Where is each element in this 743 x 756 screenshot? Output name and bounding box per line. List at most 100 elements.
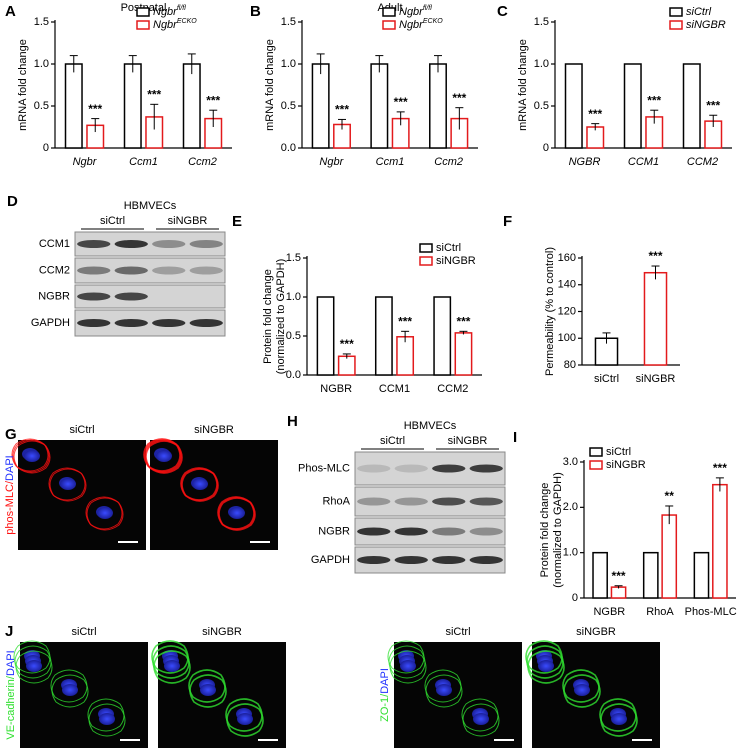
legend-name: siNGBR (606, 459, 646, 471)
bar (316, 296, 335, 376)
blot-band (114, 240, 148, 248)
image-label: siNGBR (194, 424, 234, 436)
legend-name: siNGBR (436, 255, 476, 267)
y-tick-label: 0.5 (534, 100, 549, 112)
blot-band (357, 527, 391, 536)
y-axis-label: Permeability (% to control) (544, 247, 556, 376)
cell-outline (425, 674, 463, 708)
y-tick-label: 0.5 (34, 100, 49, 112)
panel-letter: D (7, 193, 18, 210)
image-y-label: VE-cadherin/DAPI (5, 650, 17, 739)
cell-outline (12, 439, 50, 473)
x-tick-label: CCM2 (687, 156, 718, 168)
bar (311, 63, 330, 149)
cell-outline (15, 650, 53, 684)
blot-row-label: Phos-MLC (298, 462, 350, 474)
blot-band (394, 527, 428, 536)
y-tick-label: 0.5 (286, 330, 301, 342)
group-label: siCtrl (380, 435, 405, 447)
legend-swatch (382, 7, 396, 17)
counterstain-label: DAPI (379, 668, 391, 694)
nucleus (538, 660, 554, 672)
bar (610, 586, 627, 599)
image-label: siNGBR (576, 626, 616, 638)
panel-letter: F (503, 213, 512, 230)
blot-band (189, 319, 223, 327)
bar (429, 63, 447, 149)
x-tick-label: Ccm2 (188, 156, 217, 168)
y-tick-label: 1.0 (534, 58, 549, 70)
x-tick-label: NGBR (593, 606, 625, 618)
nucleus (237, 713, 253, 725)
y-tick-label: 2.0 (563, 501, 578, 513)
y-tick-label: 1.5 (34, 16, 49, 28)
significance-label: *** (452, 91, 466, 105)
x-tick-label: Phos-MLC (685, 606, 737, 618)
cell-outline (563, 674, 601, 708)
blot-strip (74, 284, 226, 309)
legend-label: siCtrl (606, 446, 631, 458)
legend-sup: ECKO (423, 18, 443, 25)
panel-letter: B (250, 3, 261, 20)
blot-band (152, 266, 186, 275)
bar (454, 332, 473, 376)
significance-label: *** (398, 314, 412, 328)
image-label: siCtrl (69, 424, 94, 436)
legend-name: Ngbr (399, 19, 424, 31)
cell-outline (13, 440, 51, 474)
x-tick-label: CCM2 (437, 383, 468, 395)
legend-label: Ngbrfl/fl (399, 5, 432, 18)
blot-band (394, 464, 428, 473)
blot-band (114, 266, 148, 275)
y-tick-label: 1.0 (34, 58, 49, 70)
bar (643, 271, 668, 366)
legend-name: siCtrl (606, 446, 631, 458)
bar (623, 63, 642, 149)
legend-label: Ngbrfl/fl (153, 5, 186, 18)
bar (661, 514, 678, 599)
y-tick-label: 1.5 (286, 252, 301, 264)
nucleus (99, 713, 115, 725)
y-axis-label: mRNA fold change (264, 39, 276, 131)
panel-letter: A (5, 3, 16, 20)
bar (592, 551, 608, 599)
y-tick-label: 0 (543, 142, 549, 154)
blot-title: HBMVECs (404, 420, 457, 432)
blot-band (469, 527, 503, 536)
cell-outline (11, 438, 49, 472)
nucleus (60, 478, 76, 490)
blot-band (357, 464, 391, 473)
cell-outline (600, 703, 638, 737)
blot-band (189, 266, 223, 275)
bar (374, 296, 393, 376)
legend-name: Ngbr (153, 19, 178, 31)
y-tick-label: 1.5 (534, 16, 549, 28)
cell-outline (88, 703, 126, 737)
bar (64, 63, 83, 149)
legend-label: siCtrl (436, 242, 461, 254)
legend-name: siCtrl (686, 6, 712, 18)
bar (337, 355, 356, 376)
legend-swatch (419, 243, 433, 253)
blot-band (77, 240, 111, 248)
x-tick-label: CCM1 (379, 383, 410, 395)
bar (123, 63, 142, 149)
image-y-label: phos-MLC/DAPI (4, 455, 16, 534)
legend-swatch (382, 20, 396, 30)
legend-swatch (419, 256, 433, 266)
cell-outline (153, 650, 191, 684)
counterstain-label: DAPI (5, 650, 17, 676)
y-axis-label: (normalized to GAPDH) (275, 259, 287, 375)
significance-label: *** (147, 87, 161, 101)
blot-band (394, 497, 428, 506)
blot-band (469, 497, 503, 506)
significance-label: *** (648, 249, 662, 263)
blot-band (152, 319, 186, 327)
panel-letter: J (5, 623, 13, 640)
cell-outline (189, 674, 227, 708)
y-tick-label: 3.0 (563, 456, 578, 468)
legend-swatch (589, 460, 603, 470)
panel-letter: E (232, 213, 242, 230)
blot-row-label: NGBR (38, 290, 70, 302)
